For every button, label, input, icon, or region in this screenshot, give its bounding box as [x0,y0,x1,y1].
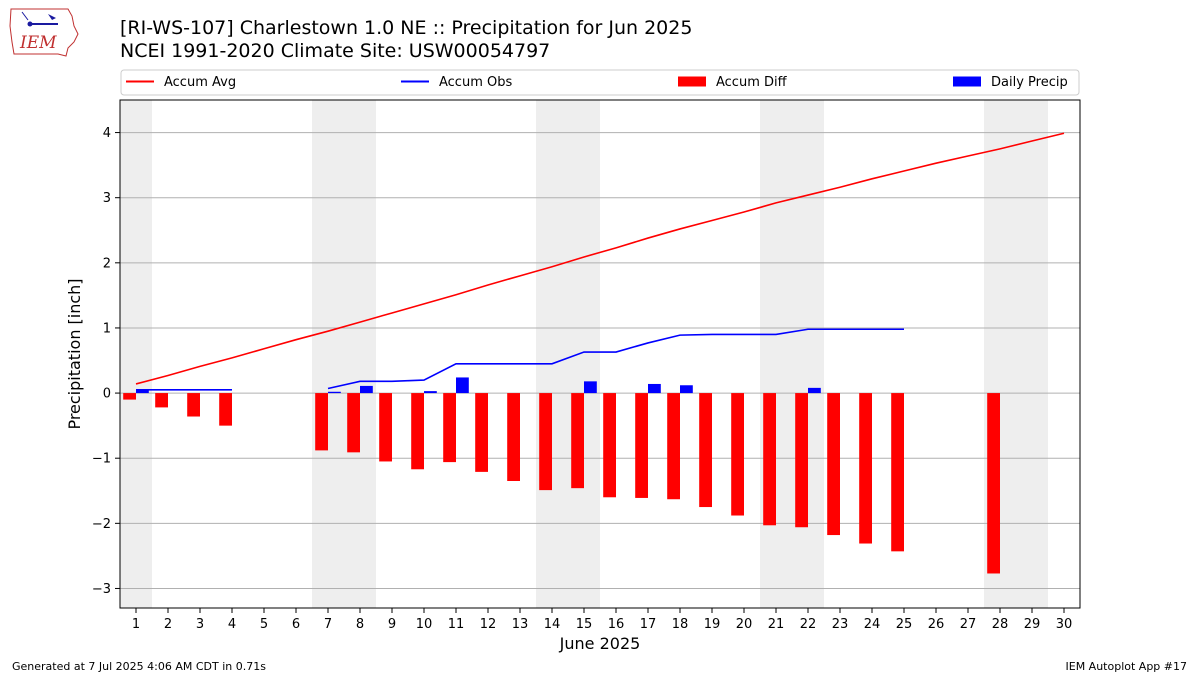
daily-precip-bar [360,385,373,394]
accum-diff-bar [859,393,872,544]
x-tick-label: 9 [388,617,396,632]
y-axis-label: Precipitation [inch] [65,278,84,429]
x-tick-label: 13 [512,617,529,632]
x-axis-label: June 2025 [559,634,641,653]
accum-diff-bar [635,393,648,498]
x-tick-label: 14 [544,617,561,632]
legend: Accum Avg Accum Obs Accum Diff Daily Precip [120,69,1080,96]
x-tick-label: 18 [672,617,689,632]
x-tick-label: 2 [164,617,172,632]
accum-diff-bar [379,393,392,462]
accum-obs-line [327,328,904,390]
accum-diff-bar [603,393,616,498]
accum-diff-bar [475,393,488,472]
daily-precip-bar [648,383,661,394]
x-tick-label: 29 [1024,617,1041,632]
accum-diff-bar [443,393,456,463]
iem-logo: IEM [9,8,79,57]
accum-diff-bar [507,393,520,481]
accum-diff-bar [315,393,328,451]
legend-label: Daily Precip [991,75,1068,90]
legend-bar-swatch [678,76,706,87]
accum-diff-bar [571,393,584,489]
x-tick-label: 19 [704,617,721,632]
x-tick-label: 20 [736,617,753,632]
y-tick-label: 4 [103,126,111,141]
x-tick-label: 21 [768,617,785,632]
y-tick-label: −3 [92,582,111,597]
x-tick-label: 22 [800,617,817,632]
accum-avg-line [135,132,1065,385]
x-tick-label: 12 [480,617,497,632]
x-tick-label: 30 [1056,617,1073,632]
generated-footer: Generated at 7 Jul 2025 4:06 AM CDT in 0… [12,660,266,673]
daily-precip-bar [328,391,341,394]
x-tick-label: 7 [324,617,332,632]
daily-precip-bar [680,385,693,394]
legend-bar-swatch [953,76,981,87]
weekend-band [120,100,152,608]
daily-precip-bar [136,389,149,394]
x-tick-label: 16 [608,617,625,632]
daily-precip-bar [424,391,437,394]
x-tick-label: 27 [960,617,977,632]
legend-label: Accum Obs [439,75,512,90]
accum-diff-bar [763,393,776,526]
weekend-band [536,100,600,608]
x-tick-label: 8 [356,617,364,632]
chart-subtitle: NCEI 1991-2020 Climate Site: USW00054797 [120,40,551,62]
legend-box [120,69,1080,96]
accum-diff-bar [123,393,136,400]
x-tick-label: 5 [260,617,268,632]
x-tick-label: 25 [896,617,913,632]
x-tick-label: 28 [992,617,1009,632]
accum-diff-bar [187,393,200,417]
accum-diff-bar [795,393,808,528]
accum-diff-bar [667,393,680,500]
accum-diff-bar [539,393,552,491]
x-tick-label: 15 [576,617,593,632]
y-tick-label: 2 [103,256,111,271]
x-tick-label: 6 [292,617,300,632]
accum-diff-bar [827,393,840,536]
y-tick-label: 1 [103,321,111,336]
accum-diff-bar [411,393,424,470]
x-tick-label: 17 [640,617,657,632]
y-tick-label: 3 [103,191,111,206]
accum-diff-bar [219,393,232,426]
accum-diff-bar [987,393,1000,574]
x-tick-label: 4 [228,617,236,632]
plot-frame [119,99,1081,609]
accum-diff-bar [891,393,904,552]
x-tick-label: 23 [832,617,849,632]
y-tick-label: −2 [92,517,111,532]
y-tick-label: 0 [103,387,111,402]
weekend-band [760,100,824,608]
accum-diff-bar [347,393,360,453]
x-tick-label: 26 [928,617,945,632]
daily-precip-bar [456,377,469,394]
daily-precip-bar [808,387,821,394]
chart-title: [RI-WS-107] Charlestown 1.0 NE :: Precip… [120,17,693,39]
y-tick-label: −1 [92,452,111,467]
accum-diff-bar [699,393,712,508]
app-footer: IEM Autoplot App #17 [1065,660,1188,673]
legend-label: Accum Avg [164,75,236,90]
iowa-outline-icon [9,8,79,57]
x-tick-label: 1 [132,617,140,632]
x-tick-label: 10 [416,617,433,632]
legend-label: Accum Diff [716,75,788,90]
x-tick-label: 24 [864,617,881,632]
accum-diff-bar [731,393,744,516]
daily-precip-bar [584,381,597,394]
x-tick-label: 11 [448,617,465,632]
weekend-band [312,100,376,608]
logo-text: IEM [19,33,57,53]
x-tick-label: 3 [196,617,204,632]
accum-diff-bar [155,393,168,408]
